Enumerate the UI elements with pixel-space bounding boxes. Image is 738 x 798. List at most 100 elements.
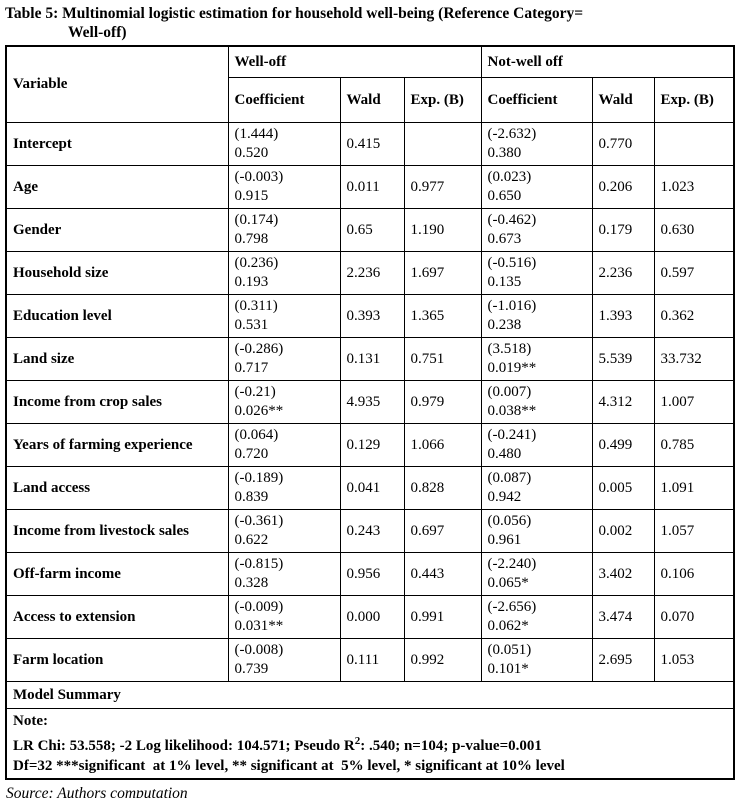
coef-value: (0.051) <box>487 642 532 658</box>
p-value: 0.942 <box>487 489 522 505</box>
table-row-land-size: Land size (-0.286) 0.717 0.131 0.751 (3.5… <box>5 337 735 381</box>
coef-cell: (0.087) 0.942 <box>480 466 593 510</box>
wald-cell: 4.935 <box>339 380 405 424</box>
wald-cell: 2.695 <box>591 638 655 682</box>
coef-cell: (0.023) 0.650 <box>480 165 593 209</box>
variable-label: Gender <box>5 208 229 252</box>
coef-value: (0.236) <box>234 255 279 271</box>
coef-value: (-1.016) <box>487 298 537 314</box>
wald-cell: 0.011 <box>339 165 405 209</box>
p-value: 0.026** <box>234 403 284 419</box>
exp-cell: 1.007 <box>653 380 735 424</box>
coef-value: (-0.815) <box>234 556 284 572</box>
exp-cell: 33.732 <box>653 337 735 381</box>
model-summary-row: Model Summary <box>5 681 735 709</box>
table-row-income-crop-sales: Income from crop sales (-0.21) 0.026** 4.… <box>5 380 735 424</box>
coef-value: (-2.632) <box>487 126 537 142</box>
p-value: 0.135 <box>487 274 522 290</box>
wald-cell: 0.000 <box>339 595 405 639</box>
coef-value: (-0.008) <box>234 642 284 658</box>
coef-cell: (3.518) 0.019** <box>480 337 593 381</box>
note-significance-line: Df=32 ***significant at 1% level, ** sig… <box>13 758 565 774</box>
p-value: 0.531 <box>234 317 269 333</box>
p-value: 0.480 <box>487 446 522 462</box>
note-block: Note: LR Chi: 53.558; -2 Log likelihood:… <box>5 708 735 780</box>
note-stats-superscript: 2 <box>354 735 361 747</box>
coef-value: (0.023) <box>487 169 532 185</box>
wald-cell: 4.312 <box>591 380 655 424</box>
col-header-expb-notwelloff: Exp. (B) <box>653 77 735 123</box>
exp-cell: 0.106 <box>653 552 735 596</box>
table-row-income-livestock-sales: Income from livestock sales (-0.361) 0.62… <box>5 509 735 553</box>
variable-label: Income from crop sales <box>5 380 229 424</box>
exp-cell <box>403 122 482 166</box>
p-value: 0.031** <box>234 618 284 634</box>
exp-cell: 1.053 <box>653 638 735 682</box>
variable-label: Household size <box>5 251 229 295</box>
wald-cell: 1.393 <box>591 294 655 338</box>
coef-value: (-0.361) <box>234 513 284 529</box>
wald-cell: 0.005 <box>591 466 655 510</box>
coef-value: (-0.516) <box>487 255 537 271</box>
wald-cell: 3.474 <box>591 595 655 639</box>
exp-cell: 1.091 <box>653 466 735 510</box>
exp-cell: 0.979 <box>403 380 482 424</box>
exp-cell: 0.751 <box>403 337 482 381</box>
wald-cell: 2.236 <box>591 251 655 295</box>
p-value: 0.739 <box>234 661 269 677</box>
wald-cell: 0.415 <box>339 122 405 166</box>
wald-cell: 0.131 <box>339 337 405 381</box>
coef-value: (-2.656) <box>487 599 537 615</box>
p-value: 0.193 <box>234 274 269 290</box>
exp-cell: 0.443 <box>403 552 482 596</box>
table-title: Table 5: Multinomial logistic estimation… <box>5 4 734 42</box>
model-summary-label: Model Summary <box>5 681 735 709</box>
wald-cell: 2.236 <box>339 251 405 295</box>
table-row-age: Age (-0.003) 0.915 0.011 0.977 (0.023) 0.6… <box>5 165 735 209</box>
wald-cell: 0.65 <box>339 208 405 252</box>
exp-cell: 0.991 <box>403 595 482 639</box>
p-value: 0.717 <box>234 360 269 376</box>
coef-value: (1.444) <box>234 126 279 142</box>
coef-cell: (-0.003) 0.915 <box>227 165 341 209</box>
variable-label: Education level <box>5 294 229 338</box>
wald-cell: 0.956 <box>339 552 405 596</box>
p-value: 0.062* <box>487 618 529 634</box>
note-stats-post: : .540; n=104; p-value=0.001 <box>360 738 542 754</box>
group-header-row: Variable Well-off Not-well off <box>5 45 735 123</box>
col-header-wald-welloff: Wald <box>339 77 405 123</box>
exp-cell: 1.023 <box>653 165 735 209</box>
exp-cell: 0.977 <box>403 165 482 209</box>
exp-cell: 0.785 <box>653 423 735 467</box>
p-value: 0.038** <box>487 403 537 419</box>
group-header-not-well-off: Not-well off <box>480 45 735 78</box>
table-row-gender: Gender (0.174) 0.798 0.65 1.190 (-0.462) 0… <box>5 208 735 252</box>
p-value: 0.328 <box>234 575 269 591</box>
variable-label: Land access <box>5 466 229 510</box>
wald-cell: 0.243 <box>339 509 405 553</box>
col-header-expb-welloff: Exp. (B) <box>403 77 482 123</box>
coef-value: (-0.009) <box>234 599 284 615</box>
exp-cell <box>653 122 735 166</box>
coef-cell: (0.174) 0.798 <box>227 208 341 252</box>
p-value: 0.380 <box>487 145 522 161</box>
coef-cell: (0.064) 0.720 <box>227 423 341 467</box>
variable-label: Land size <box>5 337 229 381</box>
note-stats-line: LR Chi: 53.558; -2 Log likelihood: 104.5… <box>13 731 729 756</box>
variable-label: Farm location <box>5 638 229 682</box>
variable-label: Income from livestock sales <box>5 509 229 553</box>
exp-cell: 0.828 <box>403 466 482 510</box>
coef-cell: (-0.21) 0.026** <box>227 380 341 424</box>
coef-cell: (-0.189) 0.839 <box>227 466 341 510</box>
exp-cell: 1.190 <box>403 208 482 252</box>
coef-cell: (-0.008) 0.739 <box>227 638 341 682</box>
variable-label: Years of farming experience <box>5 423 229 467</box>
exp-cell: 0.597 <box>653 251 735 295</box>
coef-cell: (0.007) 0.038** <box>480 380 593 424</box>
p-value: 0.101* <box>487 661 529 677</box>
wald-cell: 0.770 <box>591 122 655 166</box>
results-table: Variable Well-off Not-well off Coefficie… <box>5 45 736 780</box>
p-value: 0.019** <box>487 360 537 376</box>
wald-cell: 3.402 <box>591 552 655 596</box>
variable-column-header: Variable <box>5 45 229 123</box>
